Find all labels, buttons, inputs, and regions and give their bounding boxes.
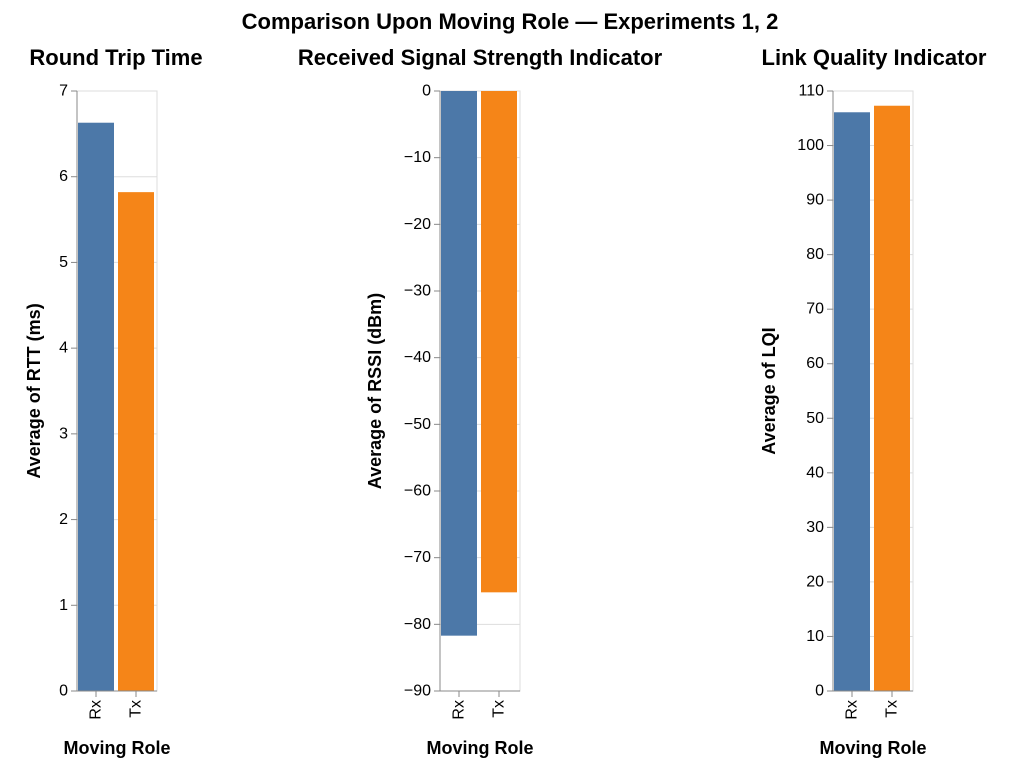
panel-title: Received Signal Strength Indicator [298,45,663,70]
y-tick-label: 60 [806,355,824,372]
y-tick-label: 3 [59,425,68,442]
y-tick-label: 7 [59,83,68,100]
x-tick-label: Rx [88,700,105,720]
y-tick-label: 4 [59,340,68,357]
bar-tx [481,91,517,593]
y-tick-label: −40 [404,349,431,366]
x-axis-title: Moving Role [64,738,171,758]
x-axis-title: Moving Role [820,738,927,758]
y-tick-label: −70 [404,549,431,566]
y-tick-label: 70 [806,301,824,318]
y-tick-label: 80 [806,246,824,263]
y-tick-label: 40 [806,464,824,481]
chart-panel-1: Round Trip Time Rx Tx 0 1 2 3 4 5 6 7 Average of RT… [24,45,203,758]
bar-rx [834,112,870,692]
x-tick-label: Tx [128,700,145,718]
y-tick-label: 90 [806,192,824,209]
y-tick-label: −20 [404,216,431,233]
y-axis-title: Average of RTT (ms) [24,303,44,478]
y-tick-label: 6 [59,168,68,185]
y-tick-label: 20 [806,573,824,590]
bar-rx [441,91,477,636]
chart-panels: Round Trip Time Rx Tx 0 1 2 3 4 5 6 7 Average of RT… [24,45,987,758]
y-axis-title: Average of LQI [759,327,779,454]
y-axis-title: Average of RSSI (dBm) [365,293,385,489]
chart-panel-2: Received Signal Strength Indicator Rx Tx 0 −… [298,45,663,758]
y-tick-label: 5 [59,254,68,271]
bar-tx [874,105,910,691]
x-tick-label: Rx [451,700,468,720]
y-tick-label: −90 [404,683,431,700]
bar-rx [78,122,114,691]
y-tick-label: 50 [806,410,824,427]
chart-panel-3: Link Quality Indicator Rx Tx 0 10 20 30 40 50 60 7… [759,45,987,758]
x-tick-label: Rx [844,700,861,720]
y-tick-label: 10 [806,628,824,645]
y-tick-label: 0 [59,683,68,700]
y-tick-label: 2 [59,511,68,528]
y-tick-label: −30 [404,283,431,300]
x-axis-title: Moving Role [427,738,534,758]
y-tick-label: 100 [797,137,824,154]
y-tick-label: 0 [815,683,824,700]
panel-title: Link Quality Indicator [762,45,987,70]
y-tick-label: 1 [59,597,68,614]
figure-title: Comparison Upon Moving Role — Experiment… [242,9,779,34]
y-tick-label: −60 [404,483,431,500]
y-tick-label: 110 [798,83,824,100]
x-tick-label: Tx [884,700,901,718]
panel-title: Round Trip Time [29,45,202,70]
y-tick-label: 30 [806,519,824,536]
bar-tx [118,192,154,691]
y-tick-label: −10 [404,149,431,166]
x-tick-label: Tx [491,700,508,718]
y-tick-label: −50 [404,416,431,433]
y-tick-label: −80 [404,616,431,633]
y-tick-label: 0 [422,83,431,100]
